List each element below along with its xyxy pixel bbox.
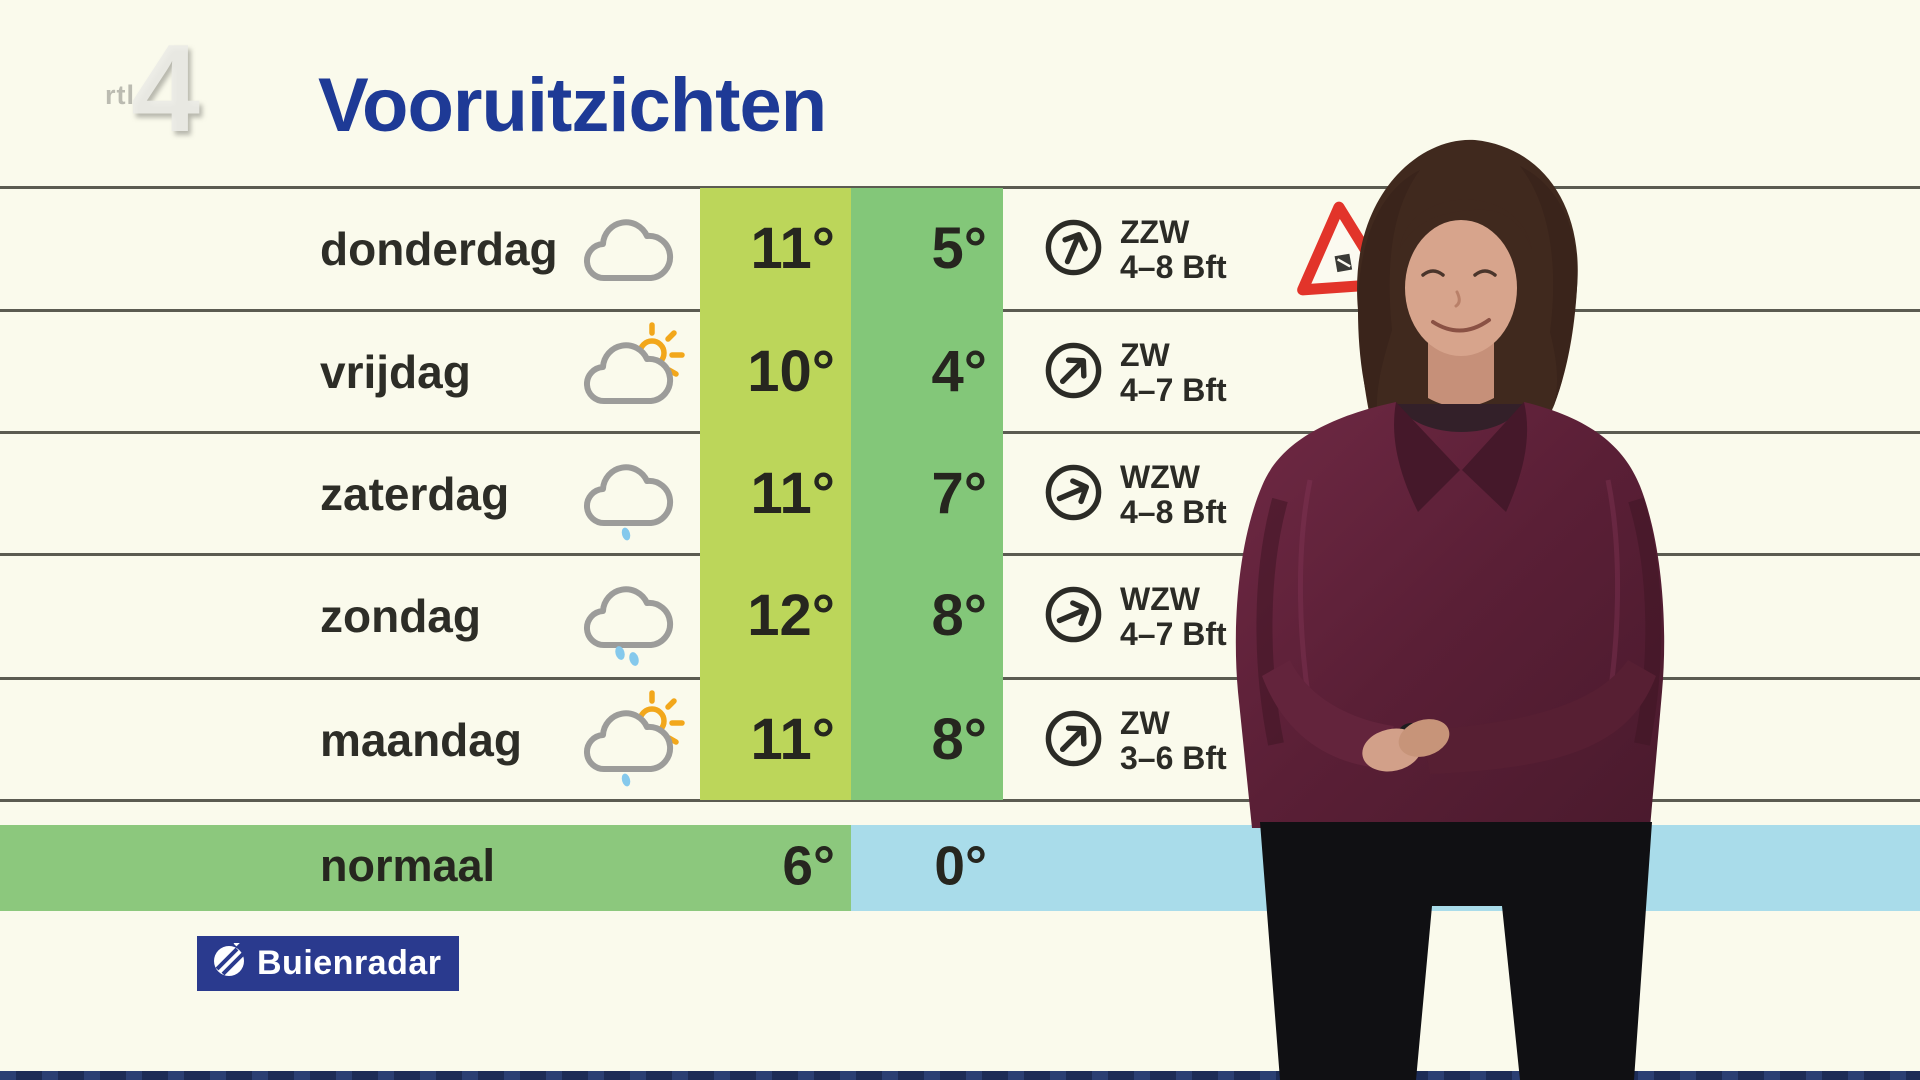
min-temperature: 5° (931, 216, 987, 282)
wind-text: WZW 4–7 Bft (1120, 582, 1227, 652)
min-temperature: 7° (931, 461, 987, 527)
table-row-zondag: zondag 12° 8° WZW 4–7 Bft (0, 556, 1920, 678)
wind-info: ZW 4–7 Bft (1042, 338, 1227, 408)
wind-direction: WZW (1120, 581, 1200, 617)
wind-info: WZW 4–7 Bft (1042, 582, 1227, 652)
weather-icon-cloudy (548, 204, 708, 296)
max-temperature: 11° (750, 707, 835, 773)
buienradar-radar-icon (211, 933, 247, 984)
max-temp-column-band (700, 188, 851, 800)
day-label: vrijdag (320, 345, 471, 398)
wind-arrow-icon (1042, 707, 1105, 775)
rtl4-channel-logo: rtl 4 (103, 20, 263, 180)
wind-info: WZW 4–8 Bft (1042, 460, 1227, 530)
weather-presenter (960, 120, 1740, 1080)
wind-text: ZZW 4–8 Bft (1120, 215, 1227, 285)
wind-arrow-icon (1042, 216, 1105, 284)
wind-force: 3–6 Bft (1120, 740, 1227, 776)
day-label: maandag (320, 713, 522, 766)
weather-icon-partly-sunny (548, 322, 708, 419)
page-title: Vooruitzichten (318, 63, 827, 148)
rtl-logo-text: rtl (105, 80, 135, 110)
min-temperature: 8° (931, 583, 987, 649)
normal-max-temperature: 6° (782, 834, 835, 897)
table-divider (0, 186, 1920, 189)
bottom-ticker-strip (0, 1071, 1920, 1080)
min-temperature: 4° (931, 339, 987, 405)
max-temperature: 11° (750, 216, 835, 282)
wind-arrow-icon (1042, 583, 1105, 651)
wind-direction: ZW (1120, 705, 1170, 741)
wind-force: 4–7 Bft (1120, 372, 1227, 408)
wind-force: 4–7 Bft (1120, 616, 1227, 652)
normal-min-temperature: 0° (934, 834, 987, 897)
buienradar-logo: Buienradar (197, 933, 459, 991)
day-label: donderdag (320, 222, 558, 275)
rtl-logo-number: 4 (131, 20, 200, 158)
wind-direction: ZZW (1120, 214, 1190, 250)
normal-row-green-band (0, 825, 851, 911)
table-row-maandag: maandag 11° 8° ZW 3–6 Bft (0, 680, 1920, 802)
wind-info: ZW 3–6 Bft (1042, 706, 1227, 776)
wind-arrow-icon (1042, 339, 1105, 407)
max-temperature: 10° (747, 339, 835, 405)
day-label: zondag (320, 589, 481, 642)
min-temperature: 8° (931, 707, 987, 773)
table-divider (0, 799, 1920, 802)
weather-icon-sun-cloud-shower (548, 690, 708, 787)
wind-force: 4–8 Bft (1120, 494, 1227, 530)
min-temp-column-band (851, 188, 1003, 800)
wind-text: ZW 3–6 Bft (1120, 706, 1227, 776)
table-row-donderdag: donderdag 11° 5° ZZW 4–8 Bft (0, 189, 1920, 311)
weather-icon-chance-drizzle (548, 449, 708, 541)
wind-direction: WZW (1120, 459, 1200, 495)
normal-label: normaal (320, 839, 496, 891)
wind-info: ZZW 4–8 Bft (1042, 215, 1227, 285)
table-row-vrijdag: vrijdag 10° 4° ZW 4–7 Bft (0, 312, 1920, 434)
table-row-zaterdag: zaterdag 11° 7° WZW 4–8 Bft (0, 434, 1920, 556)
max-temperature: 11° (750, 461, 835, 527)
weather-icon-light-rain (548, 571, 708, 666)
wind-force: 4–8 Bft (1120, 249, 1227, 285)
max-temperature: 12° (747, 583, 835, 649)
buienradar-label: Buienradar (257, 944, 442, 982)
wind-arrow-icon (1042, 461, 1105, 529)
wind-text: ZW 4–7 Bft (1120, 338, 1227, 408)
wind-text: WZW 4–8 Bft (1120, 460, 1227, 530)
wind-direction: ZW (1120, 337, 1170, 373)
day-label: zaterdag (320, 467, 510, 520)
